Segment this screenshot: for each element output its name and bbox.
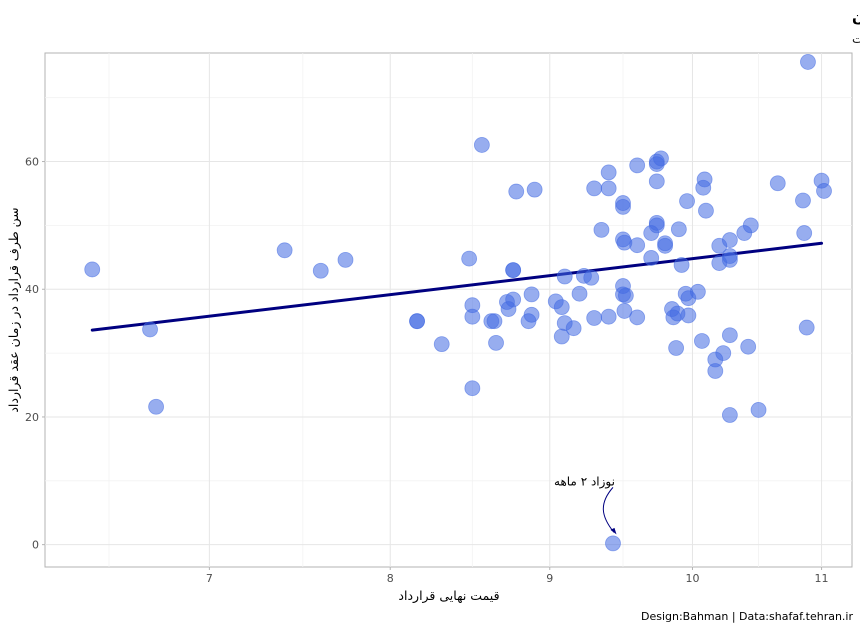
y-tick-label: 60 (25, 156, 39, 169)
trend-layer (90, 241, 824, 332)
data-point (312, 262, 329, 279)
data-point (583, 269, 600, 286)
data-point (473, 137, 490, 153)
data-point (668, 340, 685, 356)
data-point (740, 338, 757, 355)
data-point (600, 308, 617, 325)
data-point (409, 313, 425, 330)
x-tick-label: 7 (206, 572, 213, 585)
data-point (800, 54, 816, 70)
x-tick-label: 10 (685, 572, 699, 585)
data-point (629, 309, 646, 326)
data-point (679, 193, 695, 210)
annotation-label: نوزاد ۲ ماهه (554, 474, 615, 489)
data-point (461, 250, 478, 267)
chart-caption: Design:Bahman | Data:shafaf.tehran.ir (641, 610, 854, 623)
data-point (694, 333, 710, 349)
chart-subtitle: محور افقی برای خوانش بهتر در مبنای لگاری… (852, 31, 860, 47)
data-point (648, 173, 665, 190)
x-tick-label: 9 (546, 572, 553, 585)
data-point (615, 195, 631, 211)
data-point (750, 402, 767, 418)
data-point (816, 183, 832, 199)
data-point (276, 242, 293, 259)
data-point (617, 287, 634, 304)
x-axis-title: قیمت نهایی قرارداد (398, 588, 499, 604)
data-point (657, 237, 674, 254)
data-point (689, 283, 706, 300)
data-point (526, 181, 543, 198)
y-tick-label: 0 (32, 539, 39, 552)
data-point (337, 251, 354, 268)
data-point (721, 232, 738, 248)
data-point (486, 313, 503, 330)
data-point (648, 214, 665, 231)
data-point (629, 237, 646, 254)
data-point (488, 334, 504, 351)
data-point (698, 202, 714, 219)
data-point (653, 150, 669, 167)
y-axis-title: سن طرف قرارداد در زمان عقد قرارداد (6, 207, 22, 412)
data-point (795, 192, 811, 209)
data-point (680, 307, 697, 324)
data-point (721, 248, 738, 264)
annotation-arrowhead (610, 527, 617, 535)
data-point (523, 306, 540, 323)
data-point (600, 180, 617, 197)
points-layer (84, 54, 832, 552)
trend-line (90, 241, 824, 332)
data-point (505, 291, 522, 308)
x-tick-label: 11 (815, 572, 829, 585)
annotation-layer: نوزاد ۲ ماهه (554, 474, 617, 535)
chart-title: پراکندگی سنی طرفهای قرارداد مجموعه شهردا… (852, 8, 860, 27)
plot-panel (44, 52, 853, 568)
data-point (553, 299, 570, 316)
data-point (796, 225, 813, 241)
data-point (721, 327, 738, 344)
data-point (586, 180, 603, 197)
data-point (673, 257, 690, 273)
data-point (571, 285, 588, 302)
data-point (643, 250, 660, 266)
data-point (464, 308, 481, 325)
data-point (629, 157, 646, 174)
data-point (616, 303, 633, 319)
data-point (84, 261, 101, 278)
annotation-arrow (602, 487, 615, 533)
data-point (148, 398, 164, 415)
data-point (565, 320, 582, 337)
data-point (715, 345, 732, 361)
x-tick-label: 8 (387, 572, 394, 585)
data-point (721, 407, 738, 423)
y-tick-label: 40 (25, 283, 39, 296)
data-point (742, 217, 759, 234)
data-point (505, 262, 522, 278)
data-point (142, 321, 158, 338)
data-point (523, 286, 540, 303)
data-point (600, 164, 617, 181)
data-point (586, 310, 603, 326)
data-point (464, 380, 481, 397)
axis-ticks: 7 8 9 10 11 0 20 40 60 (25, 156, 829, 585)
data-point (670, 221, 687, 238)
data-point (556, 268, 573, 285)
data-point (433, 336, 450, 353)
data-point (593, 221, 610, 238)
y-tick-label: 20 (25, 411, 39, 424)
data-point (616, 234, 633, 251)
data-point (798, 319, 815, 336)
data-point (508, 183, 525, 200)
data-point (605, 535, 621, 552)
data-point (696, 171, 713, 188)
data-point (769, 175, 786, 192)
